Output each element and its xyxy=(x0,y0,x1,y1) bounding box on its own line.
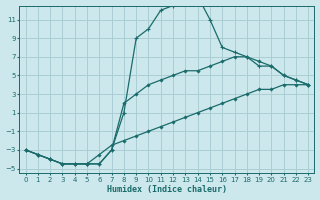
X-axis label: Humidex (Indice chaleur): Humidex (Indice chaleur) xyxy=(107,185,227,194)
